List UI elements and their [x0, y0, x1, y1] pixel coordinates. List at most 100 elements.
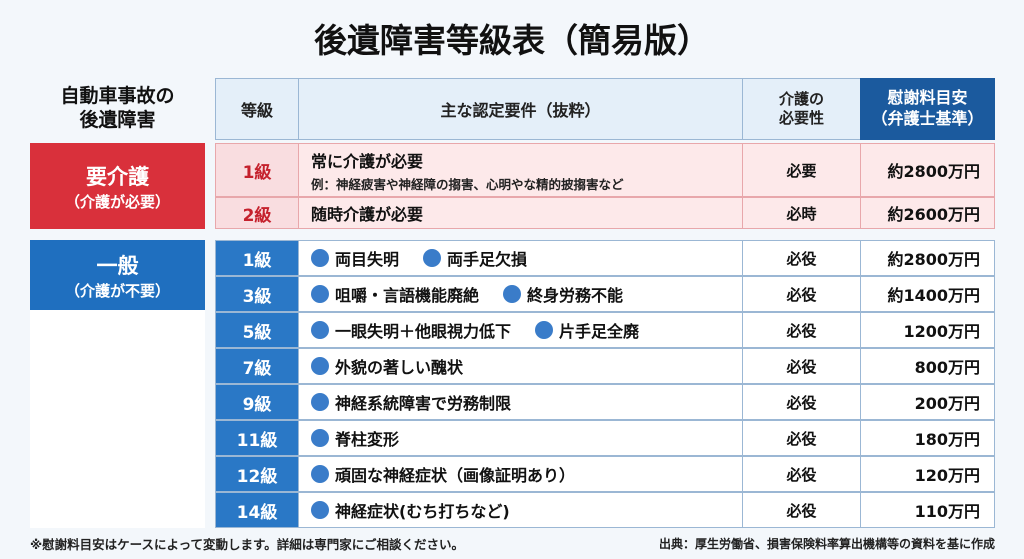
- requirements-cell: 神経症状(むち打ちなど): [298, 492, 743, 528]
- requirement-text: 咀嚼・言語機能廃絶: [335, 286, 480, 305]
- requirement-note: 例：神経疲害や神経障の搊害、心明やな精的披搊害など: [311, 176, 624, 192]
- requirements-row: 神経症状(むち打ちなど): [311, 498, 510, 522]
- requirements-row: 外貌の著しい醜状: [311, 354, 463, 378]
- care-cell: 必役: [742, 420, 861, 456]
- grade-cell: 1級: [215, 143, 299, 197]
- requirement-icon: [311, 465, 329, 483]
- header-care-line: 介護の: [778, 90, 824, 109]
- requirements-row: 咀嚼・言語機能廃絶 終身労務不能: [311, 282, 623, 306]
- requirement-icon: [311, 321, 329, 339]
- footer-source: 出典：厚生労働省、損害保険料率算出機構等の資料を基に作成: [658, 536, 995, 551]
- requirements-row: 脊柱変形: [311, 426, 399, 450]
- requirement-text: 随時介護が必要: [311, 205, 424, 224]
- header-grade: 等級: [215, 78, 299, 140]
- requirement-icon: [423, 249, 442, 267]
- requirements-cell: 頑固な神経症状（画像証明あり）: [298, 456, 743, 492]
- care-cell: 必要: [742, 143, 861, 197]
- requirements-cell: 脊柱変形: [298, 420, 743, 456]
- header-amount-line: （弁護士基準）: [871, 109, 984, 128]
- requirement: 外貌の著しい醜状: [311, 354, 463, 378]
- requirements-row: 頑固な神経症状（画像証明あり）: [311, 462, 575, 486]
- requirement: 脊柱変形: [311, 426, 399, 450]
- amount-cell: 800万円: [860, 348, 995, 384]
- grade-cell: 5級: [215, 312, 299, 348]
- requirement: 随時介護が必要: [311, 201, 423, 225]
- grade-cell: 14級: [215, 492, 299, 528]
- grade-cell: 2級: [215, 197, 299, 229]
- requirement: 一眼失明＋他眼視力低下: [311, 318, 511, 342]
- grade-cell: 9級: [215, 384, 299, 420]
- grade-cell: 7級: [215, 348, 299, 384]
- amount-cell: 110万円: [860, 492, 995, 528]
- requirement-icon: [503, 285, 522, 303]
- requirement-text: 頑固な神経症状（画像証明あり）: [335, 466, 576, 485]
- group-label: 一般 （介護が不要）: [30, 240, 205, 310]
- requirement-text: 終身労務不能: [527, 286, 624, 305]
- requirement: 両目失明: [311, 246, 399, 270]
- group-panel: [30, 310, 205, 528]
- grade-cell: 1級: [215, 240, 299, 276]
- requirements-cell: 一眼失明＋他眼視力低下 片手足全廃: [298, 312, 743, 348]
- amount-cell: 180万円: [860, 420, 995, 456]
- requirement-text: 常に介護が必要: [311, 151, 424, 171]
- requirements-row: 神経系統障害で労務制限: [311, 390, 511, 414]
- header-care: 介護の 必要性: [742, 78, 861, 140]
- requirement-icon: [311, 429, 329, 447]
- header-amount-line: 慰謝料目安: [887, 88, 968, 108]
- care-cell: 必時: [742, 197, 861, 229]
- amount-cell: 約2800万円: [860, 240, 995, 276]
- title: 後遺障害等級表（簡易版）: [314, 21, 710, 60]
- grade-cell: 3級: [215, 276, 299, 312]
- requirements-cell: 神経系統障害で労務制限: [298, 384, 743, 420]
- requirement: 神経系統障害で労務制限: [311, 390, 511, 414]
- requirements-row: 一眼失明＋他眼視力低下 片手足全廃: [311, 318, 639, 342]
- requirement-icon: [535, 321, 554, 339]
- care-cell: 必役: [742, 348, 861, 384]
- requirement: 神経症状(むち打ちなど): [311, 498, 510, 522]
- requirement-icon: [311, 285, 329, 303]
- care-cell: 必役: [742, 240, 861, 276]
- footer-note: ※慰謝料目安はケースによって変動します。詳細は専門家にご相談ください。: [30, 536, 465, 552]
- requirement-icon: [311, 249, 329, 267]
- care-cell: 必役: [742, 384, 861, 420]
- requirements-cell: 常に介護が必要例：神経疲害や神経障の搊害、心明やな精的披搊害など: [298, 143, 743, 197]
- requirement: 常に介護が必要: [311, 148, 423, 172]
- requirement: 両手足欠損: [423, 246, 527, 270]
- requirement: 終身労務不能: [503, 282, 623, 306]
- requirements-cell: 咀嚼・言語機能廃絶 終身労務不能: [298, 276, 743, 312]
- header-group-line: 自動車事故の: [60, 85, 175, 108]
- requirements-cell: 外貌の著しい醜状: [298, 348, 743, 384]
- requirements-row: 随時介護が必要: [311, 201, 423, 225]
- amount-cell: 200万円: [860, 384, 995, 420]
- amount-cell: 120万円: [860, 456, 995, 492]
- group-title: 要介護: [86, 164, 149, 189]
- requirement-text: 両目失明: [335, 250, 400, 269]
- requirement-text: 神経系統障害で労務制限: [335, 394, 512, 413]
- requirement-icon: [311, 393, 329, 411]
- group-sublabel: （介護が必要）: [64, 192, 170, 211]
- header-care-line: 必要性: [778, 109, 824, 127]
- care-cell: 必役: [742, 276, 861, 312]
- amount-cell: 1200万円: [860, 312, 995, 348]
- requirement-text: 神経症状(むち打ちなど): [335, 502, 510, 521]
- group-label: 要介護 （介護が必要）: [30, 143, 205, 229]
- requirements-cell: 両目失明 両手足欠損: [298, 240, 743, 276]
- requirement: 片手足全廃: [535, 318, 639, 342]
- requirement-text: 外貌の著しい醜状: [335, 358, 464, 377]
- header-amount: 慰謝料目安 （弁護士基準）: [860, 78, 995, 140]
- requirement-text: 脊柱変形: [335, 430, 400, 449]
- amount-cell: 約1400万円: [860, 276, 995, 312]
- header-group-line: 後遺障害: [79, 109, 156, 131]
- care-cell: 必役: [742, 492, 861, 528]
- amount-cell: 約2800万円: [860, 143, 995, 197]
- requirement-text: 一眼失明＋他眼視力低下: [335, 322, 512, 341]
- group-sublabel: （介護が不要）: [64, 281, 170, 300]
- care-cell: 必役: [742, 456, 861, 492]
- grade-cell: 12級: [215, 456, 299, 492]
- requirement: 咀嚼・言語機能廃絶: [311, 282, 479, 306]
- header-group: 自動車事故の 後遺障害: [30, 78, 205, 140]
- group-title: 一般: [96, 253, 139, 278]
- requirement-icon: [311, 357, 329, 375]
- requirement: 頑固な神経症状（画像証明あり）: [311, 462, 575, 486]
